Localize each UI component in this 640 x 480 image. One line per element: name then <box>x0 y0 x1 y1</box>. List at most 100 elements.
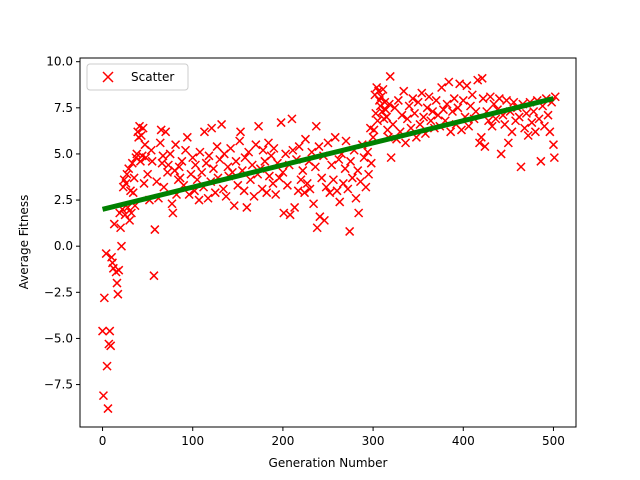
scatter-point <box>162 167 173 177</box>
scatter-point <box>385 71 395 81</box>
scatter-point <box>456 125 466 135</box>
scatter-point <box>116 223 126 233</box>
x-tick-label: 200 <box>271 434 294 448</box>
scatter-point <box>503 138 513 148</box>
scatter-point <box>417 88 427 98</box>
scatter-point <box>332 186 342 196</box>
scatter-point <box>269 143 279 153</box>
scatter-point <box>422 103 432 113</box>
x-axis-ticks: 0 100 200 300 400 500 <box>99 427 565 448</box>
y-tick-label: 10.0 <box>46 55 73 69</box>
x-tick-label: 500 <box>542 434 565 448</box>
y-axis-label: Average Fitness <box>17 195 31 290</box>
scatter-point <box>549 153 559 163</box>
scatter-point <box>361 182 371 192</box>
scatter-point <box>317 173 327 183</box>
scatter-point <box>415 119 425 129</box>
scatter-point <box>105 326 115 336</box>
scatter-point <box>180 145 191 155</box>
axes-background <box>80 58 576 427</box>
scatter-point <box>122 169 132 179</box>
scatter-point <box>521 108 531 118</box>
scatter-point <box>194 195 204 205</box>
scatter-point <box>182 132 192 142</box>
y-tick-label: 7.5 <box>54 101 73 115</box>
scatter-point <box>321 182 331 192</box>
scatter-point <box>545 127 555 137</box>
scatter-point <box>527 118 537 128</box>
scatter-point <box>242 202 252 212</box>
scatter-point <box>98 326 108 336</box>
scatter-point <box>116 241 127 251</box>
scatter-point <box>500 119 510 129</box>
scatter-point <box>203 193 213 203</box>
scatter-point <box>218 184 228 194</box>
x-tick-label: 0 <box>99 434 107 448</box>
scatter-point <box>296 175 306 185</box>
scatter-point <box>112 278 122 288</box>
scatter-point <box>188 153 198 163</box>
scatter-point <box>167 199 177 209</box>
scatter-point <box>139 178 149 188</box>
x-tick-label: 100 <box>181 434 204 448</box>
scatter-point <box>369 125 379 135</box>
scatter-point <box>279 208 289 218</box>
scatter-point <box>335 197 345 207</box>
scatter-point <box>311 121 321 131</box>
scatter-point <box>212 142 222 152</box>
scatter-point <box>201 158 211 168</box>
scatter-point <box>381 105 391 115</box>
scatter-point <box>278 167 288 177</box>
scatter-point <box>124 164 134 174</box>
y-tick-label: 5.0 <box>54 147 73 161</box>
scatter-point <box>474 138 485 148</box>
scatter-point <box>271 189 281 200</box>
scatter-point <box>464 121 474 131</box>
scatter-point <box>401 138 411 148</box>
trend-line <box>101 96 555 212</box>
scatter-point <box>155 138 165 148</box>
scatter-point <box>431 95 441 105</box>
scatter-point <box>258 145 268 155</box>
scatter-point <box>536 156 546 166</box>
scatter-point <box>404 101 414 111</box>
scatter-point <box>419 112 429 122</box>
scatter-point <box>150 225 160 235</box>
scatter-point <box>262 188 272 198</box>
scatter-point <box>161 127 171 137</box>
scatter-point <box>239 186 249 196</box>
scatter-point <box>121 178 131 188</box>
scatter-point <box>453 103 463 113</box>
scatter-point <box>341 136 351 146</box>
scatter-point <box>476 132 486 142</box>
scatter-point <box>217 119 227 129</box>
scatter-point <box>529 106 539 117</box>
scatter-point <box>149 271 159 281</box>
scatter-point <box>312 223 322 233</box>
scatter-point <box>129 173 139 183</box>
scatter-point <box>192 175 202 185</box>
scatter-point <box>98 391 108 401</box>
scatter-point <box>282 180 292 190</box>
scatter-point <box>128 188 138 198</box>
scatter-point <box>184 189 194 200</box>
scatter-point <box>190 160 200 170</box>
scatter-point <box>462 81 472 91</box>
scatter-point <box>507 127 517 137</box>
scatter-point <box>548 140 558 150</box>
scatter-point <box>210 188 220 198</box>
scatter-point <box>373 116 383 126</box>
scatter-point <box>397 110 407 120</box>
scatter-point <box>300 134 310 144</box>
scatter-point <box>208 164 218 174</box>
scatter-point <box>158 151 168 161</box>
y-tick-label: −5.0 <box>44 331 73 345</box>
legend: Scatter <box>86 63 189 91</box>
trend-line-layer <box>101 96 555 212</box>
scatter-point <box>235 136 245 146</box>
scatter-point <box>471 106 481 117</box>
scatter-point <box>251 140 261 150</box>
scatter-point <box>485 92 495 102</box>
x-tick-label: 300 <box>362 434 385 448</box>
